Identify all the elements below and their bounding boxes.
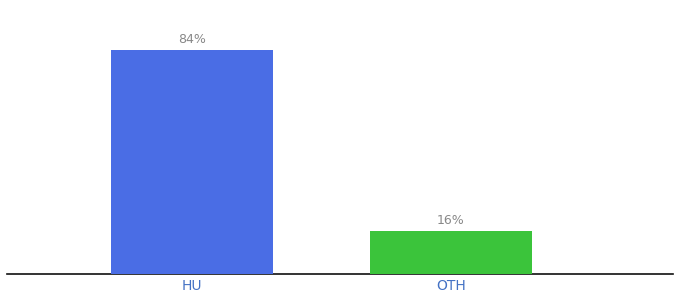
Bar [111,50,273,274]
Text: 16%: 16% [437,214,465,227]
Text: 84%: 84% [178,33,206,46]
Bar [370,231,532,274]
